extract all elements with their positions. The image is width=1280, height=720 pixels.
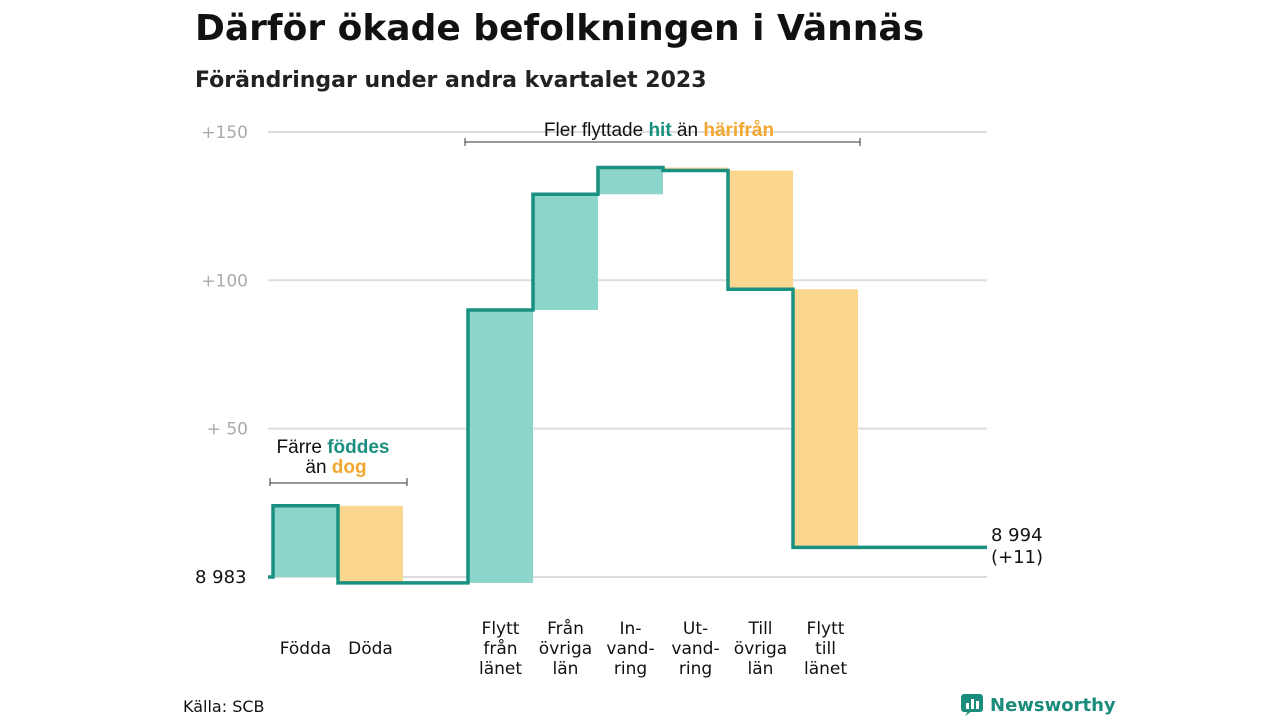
y-tick-label: +100	[201, 271, 248, 291]
waterfall-bar	[468, 309, 533, 583]
deaths-annotation-highlight: dog	[332, 457, 367, 478]
waterfall-bar	[338, 505, 403, 583]
births-annotation-bracket	[269, 478, 408, 486]
moves-annotation: Fler flyttade hit än härifrån	[464, 120, 861, 146]
category-label: Födda	[280, 639, 332, 659]
chart-logo-icon	[961, 694, 983, 716]
category-label: län	[553, 659, 579, 679]
births-annotation-text: Färre	[277, 437, 328, 458]
category-label: Flytt	[807, 619, 845, 639]
category-label: ring	[679, 659, 712, 679]
moves-annotation-bracket	[464, 138, 861, 146]
end-value-label: (+11)	[991, 547, 1043, 568]
moves-annotation-text: Fler flyttade	[544, 120, 649, 141]
category-label: In-	[620, 619, 642, 639]
births-annotation-text-2: än	[305, 457, 331, 478]
svg-text:Färre föddes: Färre föddes	[277, 437, 390, 458]
category-label: till	[815, 639, 836, 659]
births-annotation-highlight: föddes	[327, 437, 389, 458]
category-label: Ut-	[683, 619, 708, 639]
chart-subtitle: Förändringar under andra kvartalet 2023	[195, 68, 707, 93]
category-label: ring	[614, 659, 647, 679]
waterfall-bar	[598, 167, 663, 195]
category-label: övriga	[734, 639, 787, 659]
start-value-label: 8 983	[195, 567, 247, 588]
chart-title: Därför ökade befolkningen i Vännäs	[195, 8, 925, 49]
svg-text:Fler flyttade hit än härifrån: Fler flyttade hit än härifrån	[544, 120, 774, 141]
waterfall-bar	[728, 170, 793, 290]
category-label: Flytt	[482, 619, 520, 639]
source-note: Källa: SCB	[183, 697, 265, 716]
category-label: Till	[747, 619, 772, 639]
category-label: vand-	[671, 639, 719, 659]
moves-annotation-hit: hit	[648, 120, 672, 141]
brand-name: Newsworthy	[990, 694, 1116, 716]
category-label: länet	[804, 659, 847, 679]
category-label: länet	[479, 659, 522, 679]
waterfall-bar	[273, 505, 338, 577]
waterfall-bar	[793, 289, 858, 548]
category-label: Från	[547, 618, 584, 639]
moves-annotation-text-2: än	[672, 120, 704, 141]
y-tick-label: +150	[201, 123, 248, 143]
cumulative-step-line	[268, 165, 987, 585]
waterfall-chart: + 50 +100 +150 8 983 8 994(+11) Födda Döda Fly…	[195, 120, 1043, 679]
waterfall-bar	[533, 194, 598, 310]
category-label: vand-	[606, 639, 654, 659]
category-label: län	[748, 659, 774, 679]
y-tick-label: + 50	[207, 420, 248, 440]
category-label: Döda	[348, 639, 393, 659]
births-annotation: Färre föddes än dog	[269, 437, 408, 486]
moves-annotation-harifran: härifrån	[703, 120, 774, 141]
end-value-label: 8 994	[991, 525, 1043, 546]
category-label: från	[483, 638, 517, 659]
brand-logo: Newsworthy	[960, 693, 1116, 717]
category-label: övriga	[539, 639, 592, 659]
svg-text:än dog: än dog	[305, 457, 366, 478]
